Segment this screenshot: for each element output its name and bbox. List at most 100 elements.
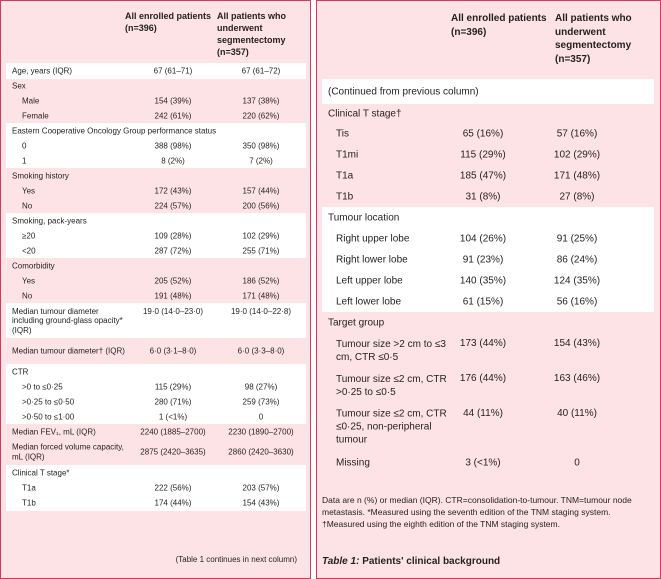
right-table-row: Clinical T stage† <box>322 104 654 123</box>
left-table-row: Median FEV₁, mL (IQR) 2240 (1885–2700) 223… <box>6 424 306 439</box>
value-segmentectomy: 220 (62%) <box>242 110 280 120</box>
row-label: Median tumour diameter including ground-… <box>12 306 123 335</box>
value-enrolled: 140 (35%) <box>459 275 507 286</box>
right-table-row: Left lower lobe 61 (15%) 56 (16%) <box>322 291 654 312</box>
right-table-row: Tumour size ≤2 cm, CTR >0·25 to ≤0·5 176 … <box>322 368 654 403</box>
value-enrolled: 2240 (1885–2700) <box>140 426 206 436</box>
left-table-row: Eastern Cooperative Oncology Group perfo… <box>6 123 306 138</box>
right-col-header-segmentectomy: All patients who underwent segmentectomy… <box>555 13 632 65</box>
right-col-header-enrolled: All enrolled patients (n=396) <box>451 13 547 38</box>
value-enrolled: 2875 (2420–3635) <box>140 447 206 457</box>
value-segmentectomy: 102 (29%) <box>242 230 280 240</box>
row-label: Female <box>22 110 49 120</box>
value-segmentectomy: 0 <box>574 457 580 469</box>
row-label: Yes <box>22 185 36 195</box>
value-segmentectomy: 2230 (1890–2700) <box>228 426 294 436</box>
row-label: Yes <box>22 275 36 285</box>
row-label: >0 to ≤0·25 <box>22 381 63 391</box>
row-label: Tumour size >2 cm to ≤3 cm, CTR ≤0·5 <box>336 338 446 363</box>
left-table-row: 0 388 (98%) 350 (98%) <box>6 138 306 153</box>
value-segmentectomy: 157 (44%) <box>242 185 280 195</box>
right-table-row: Tumour size >2 cm to ≤3 cm, CTR ≤0·5 173 … <box>322 333 654 368</box>
left-table-row: <20 287 (72%) 255 (71%) <box>6 243 306 258</box>
row-label: 1 <box>22 155 27 165</box>
right-table-header: All enrolled patients (n=396) All patien… <box>317 1 660 79</box>
value-enrolled: 104 (26%) <box>459 233 507 244</box>
row-label: Left lower lobe <box>336 296 402 307</box>
row-label: Tumour location <box>328 212 400 223</box>
table-caption: Table 1: Patients' clinical background <box>322 556 500 567</box>
row-label: Comorbidity <box>12 260 55 270</box>
row-label: <20 <box>22 245 36 255</box>
value-enrolled: 174 (44%) <box>154 498 192 508</box>
right-table-row: Tis 65 (16%) 57 (16%) <box>322 123 654 144</box>
right-table-body: (Continued from previous column) Clinical… <box>322 79 654 475</box>
value-segmentectomy: 102 (29%) <box>553 149 601 160</box>
row-label: Clinical T stage† <box>328 108 402 119</box>
value-segmentectomy: 27 (8%) <box>559 191 595 202</box>
value-enrolled: 224 (57%) <box>154 200 192 210</box>
left-table-row: ≥20 109 (28%) 102 (29%) <box>6 228 306 243</box>
left-table-row: 1 8 (2%) 7 (2%) <box>6 153 306 168</box>
value-enrolled: 115 (29%) <box>460 149 506 160</box>
left-table-header: All enrolled patients (n=396) All patien… <box>1 1 310 63</box>
value-segmentectomy: 259 (73%) <box>242 396 280 406</box>
left-table-row: No 191 (48%) 171 (48%) <box>6 288 306 303</box>
value-enrolled: 185 (47%) <box>459 170 507 181</box>
value-segmentectomy: 2860 (2420–3630) <box>228 447 294 457</box>
row-label: Missing <box>336 457 370 469</box>
right-table-row: Right lower lobe 91 (23%) 86 (24%) <box>322 249 654 270</box>
left-table-row: Yes 205 (52%) 186 (52%) <box>6 273 306 288</box>
value-enrolled: 8 (2%) <box>161 155 185 165</box>
row-label: T1mi <box>336 149 359 160</box>
value-segmentectomy: 171 (48%) <box>242 290 280 300</box>
value-segmentectomy: 186 (52%) <box>242 275 280 285</box>
right-table-row: Right upper lobe 104 (26%) 91 (25%) <box>322 228 654 249</box>
value-enrolled: 154 (39%) <box>154 95 192 105</box>
left-table-row: Yes 172 (43%) 157 (44%) <box>6 183 306 198</box>
value-enrolled: 205 (52%) <box>154 275 192 285</box>
right-table-row: Left upper lobe 140 (35%) 124 (35%) <box>322 270 654 291</box>
row-label: Smoking, pack-years <box>12 215 87 225</box>
right-table-row: T1mi 115 (29%) 102 (29%) <box>322 144 654 165</box>
row-label: Median forced volume capacity, mL (IQR) <box>12 442 124 462</box>
value-enrolled: 91 (23%) <box>462 254 504 265</box>
value-segmentectomy: 40 (11%) <box>557 408 597 419</box>
value-enrolled: 44 (11%) <box>463 408 503 419</box>
table-caption-text: Patients' clinical background <box>359 556 501 567</box>
right-table-row: T1b 31 (8%) 27 (8%) <box>322 186 654 207</box>
row-label: ≥20 <box>22 230 36 240</box>
left-table-row: >0 to ≤0·25 115 (29%) 98 (27%) <box>6 379 306 394</box>
left-table-row: Median forced volume capacity, mL (IQR) 2… <box>6 439 306 465</box>
value-segmentectomy: 56 (16%) <box>556 296 598 307</box>
left-table-panel: All enrolled patients (n=396) All patien… <box>0 0 311 579</box>
value-enrolled: 287 (72%) <box>154 245 192 255</box>
right-table-row: Target group <box>322 312 654 333</box>
value-segmentectomy: 137 (38%) <box>242 95 280 105</box>
left-table-row: Female 242 (61%) 220 (62%) <box>6 108 306 123</box>
left-table-row: Smoking history <box>6 168 306 183</box>
left-table-row: Male 154 (39%) 137 (38%) <box>6 93 306 108</box>
row-label: Right upper lobe <box>336 233 410 244</box>
left-table-row: Sex <box>6 79 306 93</box>
value-segmentectomy: 203 (57%) <box>242 482 280 492</box>
row-label: T1a <box>22 482 36 492</box>
value-segmentectomy: 163 (46%) <box>553 373 601 384</box>
right-table-row: T1a 185 (47%) 171 (48%) <box>322 165 654 186</box>
left-table-row: T1b 174 (44%) 154 (43%) <box>6 495 306 511</box>
row-label: >0·50 to ≤1·00 <box>22 411 75 421</box>
right-table-row: (Continued from previous column) <box>322 79 654 104</box>
row-label: Right lower lobe <box>336 254 408 265</box>
value-enrolled: 280 (71%) <box>154 396 192 406</box>
row-label: Age, years (IQR) <box>12 66 73 76</box>
left-table-row: No 224 (57%) 200 (56%) <box>6 198 306 213</box>
value-enrolled: 1 (<1%) <box>158 411 188 421</box>
value-segmentectomy: 6·0 (3·3–8·0) <box>237 346 285 356</box>
value-enrolled: 222 (56%) <box>154 482 192 492</box>
left-table-row: Age, years (IQR) 67 (61–71) 67 (61–72) <box>6 63 306 79</box>
row-label: Tumour size ≤2 cm, CTR ≤0·25, non-periph… <box>336 408 447 446</box>
right-table-panel: All enrolled patients (n=396) All patien… <box>316 0 661 579</box>
left-table-row: Smoking, pack-years <box>6 213 306 228</box>
row-label: T1a <box>336 170 354 181</box>
row-label: Median FEV₁, mL (IQR) <box>12 426 96 436</box>
